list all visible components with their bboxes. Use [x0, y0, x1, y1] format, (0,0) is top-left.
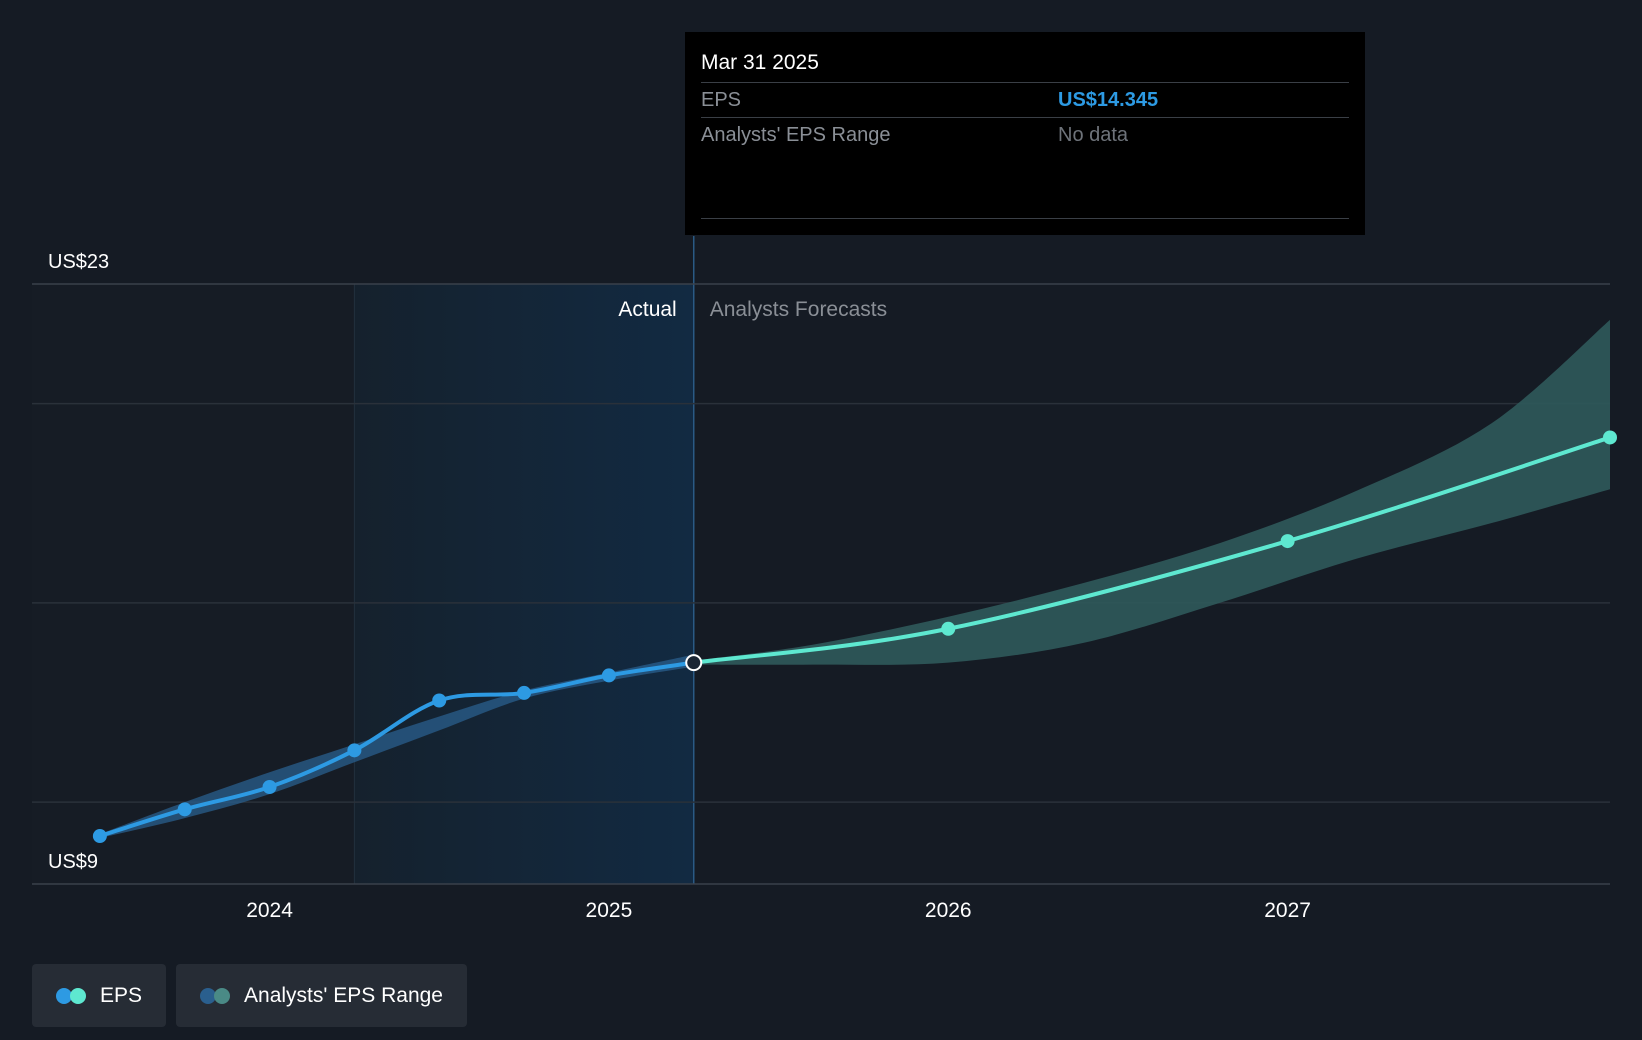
actual-eps-point: [432, 693, 447, 708]
legend-eps[interactable]: EPS: [32, 964, 167, 1027]
y-tick-label-bottom: US$9: [48, 851, 98, 873]
x-tick-label: 2027: [1264, 899, 1311, 922]
actual-eps-point: [601, 668, 616, 683]
actual-eps-point: [177, 802, 192, 817]
actual-eps-line: [97, 660, 696, 839]
tooltip-eps-label: EPS: [701, 89, 742, 111]
forecast-eps-point: [1280, 534, 1295, 549]
forecast-eps-point: [1603, 430, 1617, 445]
eps-legend-icon: [56, 987, 86, 1004]
tooltip-date: Mar 31 2025: [701, 51, 819, 74]
tooltip: Mar 31 2025 EPS US$14.345 Analysts' EPS …: [685, 32, 1365, 235]
actual-eps-point: [347, 743, 362, 758]
tooltip-range-label: Analysts' EPS Range: [701, 124, 891, 146]
legend: EPS Analysts' EPS Range: [32, 964, 467, 1027]
legend-analysts-range[interactable]: Analysts' EPS Range: [176, 964, 467, 1027]
actual-region-label: Actual: [618, 298, 676, 321]
actual-eps-point: [262, 779, 277, 794]
tooltip-range-row: Analysts' EPS Range No data: [701, 117, 1349, 152]
actual-eps-point: [92, 829, 107, 844]
y-tick-label-top: US$23: [48, 251, 109, 273]
tooltip-eps-value: US$14.345: [1058, 89, 1159, 111]
forecast-eps-line: [691, 435, 1612, 665]
x-tick-label: 2025: [586, 899, 633, 922]
actual-eps-point: [517, 685, 532, 700]
forecast-range-band: [693, 319, 1610, 665]
tooltip-range-value: No data: [1058, 124, 1129, 146]
x-tick-label: 2024: [246, 899, 293, 922]
legend-eps-label: EPS: [100, 983, 143, 1007]
tooltip-eps-row: EPS US$14.345: [701, 82, 1349, 117]
forecast-eps-point: [941, 621, 956, 636]
tooltip-divider: [701, 218, 1349, 219]
actual-highlight-region: [354, 284, 694, 884]
x-tick-label: 2026: [925, 899, 972, 922]
selected-eps-point: [685, 654, 703, 672]
forecast-region-label: Analysts Forecasts: [710, 298, 887, 321]
range-legend-icon: [200, 987, 231, 1004]
legend-range-label: Analysts' EPS Range: [244, 983, 443, 1007]
